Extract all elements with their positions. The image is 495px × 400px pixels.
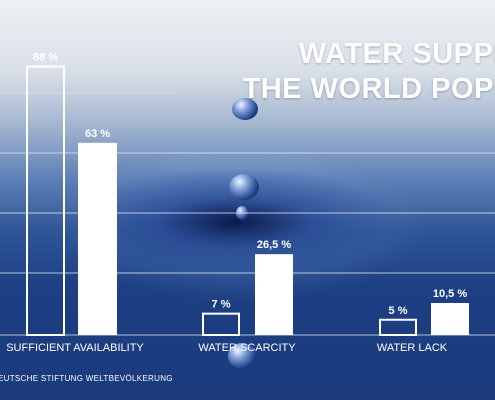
- data-label-1-0: 7 %: [212, 299, 231, 311]
- data-label-2-1: 10,5 %: [433, 288, 467, 300]
- data-label-0-1: 63 %: [85, 128, 110, 140]
- data-label-0-0: 88 %: [33, 52, 58, 64]
- category-label-1: WATER SCARCITY: [198, 342, 296, 354]
- bar-1-outline: [202, 312, 240, 336]
- data-label-2-0: 5 %: [389, 305, 408, 317]
- category-label-0: SUFFICIENT AVAILABILITY: [6, 342, 144, 354]
- category-label-2: WATER LACK: [377, 342, 448, 354]
- source-note: EUTSCHE STIFTUNG WELTBEVÖLKERUNG: [0, 374, 173, 383]
- bar-0-filled: [78, 142, 117, 335]
- bar-0-outline: [26, 65, 65, 336]
- bar-2-filled: [431, 302, 469, 335]
- water-drop-bottom: [228, 343, 256, 369]
- bar-1-filled: [255, 254, 293, 335]
- chart-title-line-2: THE WORLD POPULA: [242, 73, 495, 105]
- bar-2-outline: [379, 318, 417, 336]
- water-drop-middle: [229, 174, 259, 200]
- chart-title-line-1: WATER SUPPLY T: [298, 38, 495, 70]
- data-label-1-1: 26,5 %: [257, 239, 291, 251]
- water-drop-upper: [232, 98, 258, 120]
